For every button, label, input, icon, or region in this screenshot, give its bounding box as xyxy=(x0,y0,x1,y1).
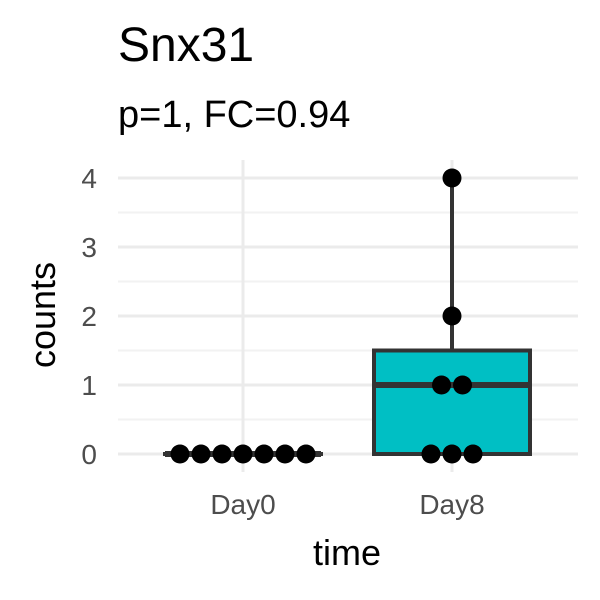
data-point xyxy=(233,444,253,464)
data-point xyxy=(442,168,462,188)
data-point xyxy=(442,306,462,326)
data-point xyxy=(275,444,295,464)
data-point xyxy=(463,444,483,464)
y-tick-label: 2 xyxy=(81,301,97,332)
y-axis-title: counts xyxy=(22,262,63,368)
y-tick-label: 0 xyxy=(81,439,97,470)
y-tick-label: 4 xyxy=(81,163,97,194)
chart-subtitle: p=1, FC=0.94 xyxy=(118,94,351,136)
chart-title: Snx31 xyxy=(118,19,255,72)
data-point xyxy=(296,444,316,464)
y-tick-label: 3 xyxy=(81,232,97,263)
x-tick-label: Day8 xyxy=(419,489,484,520)
data-point xyxy=(453,375,472,395)
data-point xyxy=(212,444,232,464)
data-point xyxy=(191,444,211,464)
box-body xyxy=(372,348,532,456)
y-tick-label: 1 xyxy=(81,370,97,401)
x-tick-labels: Day0 Day8 xyxy=(210,489,484,520)
x-axis-title: time xyxy=(313,532,381,573)
data-point xyxy=(254,444,274,464)
data-point xyxy=(432,375,451,395)
x-tick-label: Day0 xyxy=(210,489,275,520)
data-point xyxy=(170,444,190,464)
data-point xyxy=(442,444,462,464)
boxplots xyxy=(163,178,532,457)
data-point xyxy=(421,444,441,464)
data-points xyxy=(170,168,483,464)
y-tick-labels: 0 1 2 3 4 xyxy=(81,163,97,470)
